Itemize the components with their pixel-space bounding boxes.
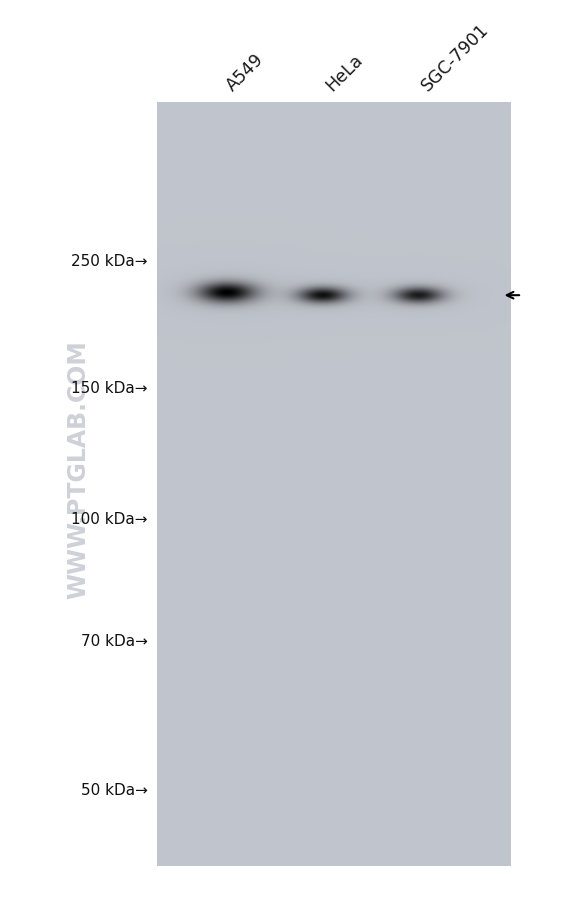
Text: 70 kDa→: 70 kDa→ xyxy=(81,633,148,648)
Text: 50 kDa→: 50 kDa→ xyxy=(81,782,148,796)
Text: 250 kDa→: 250 kDa→ xyxy=(71,254,148,269)
Text: WWW.PTGLAB.COM: WWW.PTGLAB.COM xyxy=(66,340,90,598)
Text: 150 kDa→: 150 kDa→ xyxy=(71,381,148,395)
Text: 100 kDa→: 100 kDa→ xyxy=(71,511,148,526)
Text: A549: A549 xyxy=(223,51,268,95)
Text: HeLa: HeLa xyxy=(322,51,366,95)
Text: SGC-7901: SGC-7901 xyxy=(418,21,492,95)
